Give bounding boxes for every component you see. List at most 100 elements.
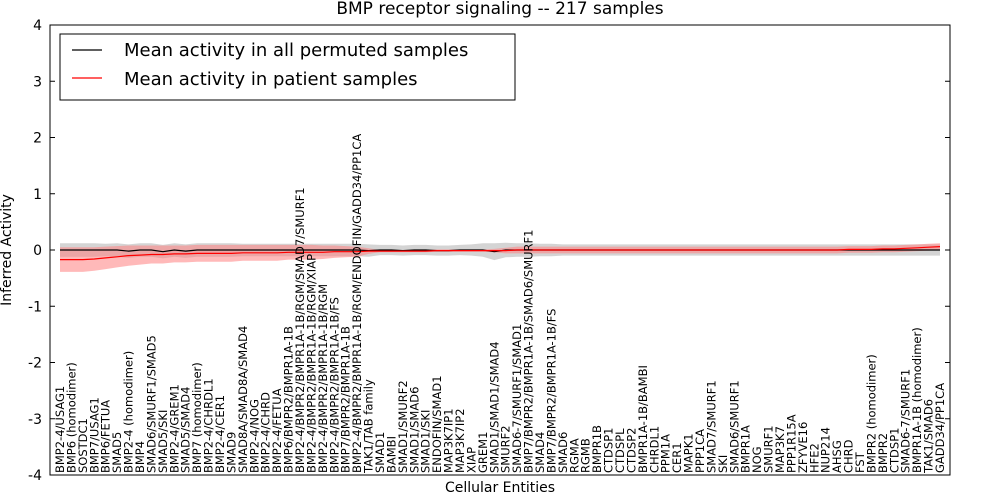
category-label: SMAD7/SMURF1 xyxy=(704,380,718,473)
y-tick-label: 4 xyxy=(33,18,42,34)
y-axis-ticks: -4 -3 -2 -1 0 1 2 3 4 xyxy=(28,18,950,484)
category-label: SMAD1/SKI xyxy=(419,410,433,473)
category-label: SMAD6-7/SMURF1 xyxy=(899,369,913,473)
y-tick-label: -1 xyxy=(28,299,42,315)
category-label: SMAD5 xyxy=(110,432,124,473)
category-label: SMAD1/SMURF2 xyxy=(396,380,410,473)
category-label: BMP2-4/BMPR2/BMPR1A-1B/RGM/SMAD7/SMURF1 xyxy=(293,187,307,473)
category-label: BMP2-4/CER1 xyxy=(213,395,227,473)
legend-label-permuted: Mean activity in all permuted samples xyxy=(124,40,468,61)
category-label: SMAD6 xyxy=(556,432,570,473)
category-label: CTDSP1 xyxy=(887,428,901,473)
category-label: SMAD4 xyxy=(533,432,547,473)
y-tick-label: 3 xyxy=(33,74,42,90)
category-label: BMP7/USAG1 xyxy=(87,397,101,473)
category-label: SOSTDC1 xyxy=(76,418,90,473)
category-label: GREM1 xyxy=(476,432,490,473)
y-tick-label: -2 xyxy=(28,356,42,372)
category-label: SMAD8A/SMAD8A/SMAD4 xyxy=(236,326,250,473)
y-tick-label: 2 xyxy=(33,131,42,147)
category-label: AHSG xyxy=(830,440,844,473)
y-tick-label: 1 xyxy=(33,187,42,203)
category-label: BMP7/BMPR2/BMPR1A-1B xyxy=(339,326,353,473)
category-label: ZFYVE16 xyxy=(796,422,810,473)
category-label: BAMBI xyxy=(384,436,398,473)
category-label: CTDSP2 xyxy=(624,428,638,473)
category-label: RGMA xyxy=(567,438,581,473)
category-label: BMP7/BMPR2/BMPR1A-1B/SMAD6/SMURF1 xyxy=(522,230,536,473)
category-label: NOG xyxy=(750,446,764,473)
legend: Mean activity in all permuted samples Me… xyxy=(59,33,516,101)
category-label: PPP1CA xyxy=(693,429,707,473)
category-label: TAK1/SMAD6 xyxy=(922,399,936,474)
category-label: BMP7 (homodimer) xyxy=(190,362,204,473)
category-label: BMP4 xyxy=(133,441,147,473)
category-label: BMP2-4/BMPR2/BMPR1A-1B/RGM xyxy=(316,284,330,473)
series-lines xyxy=(60,246,941,261)
category-label: BMP2-4/CHRDL1 xyxy=(202,378,216,473)
category-label: XIAP xyxy=(464,447,478,473)
category-label: BMP2-4/USAG1 xyxy=(53,386,67,473)
category-label: SKI xyxy=(716,455,730,473)
category-label: CER1 xyxy=(670,442,684,473)
category-label: MAP3K7IP2 xyxy=(453,408,467,473)
line-patient xyxy=(60,246,941,261)
category-label: BMP2-4/GREM1 xyxy=(167,384,181,473)
y-axis-label: Inferred Activity xyxy=(0,194,15,306)
y-tick-label: 0 xyxy=(33,243,42,259)
category-label: SMAD1/SMAD6 xyxy=(407,387,421,473)
category-label: SMAD1/SMAD1/SMAD4 xyxy=(487,341,501,473)
category-label: PPM1A xyxy=(659,434,673,473)
legend-label-patient: Mean activity in patient samples xyxy=(124,69,418,90)
category-label: SMAD6-7/SMURF1/SMAD1 xyxy=(510,324,524,473)
category-label: MAP3K7IP1 xyxy=(442,408,456,473)
category-label: GADD34/PP1CA xyxy=(933,383,947,473)
category-label: BMP2-4/BMPR2/BMPR1A-1B/RGM/XIAP xyxy=(304,254,318,473)
category-label: NUP214 xyxy=(819,427,833,473)
category-label: BMP6 (homodimer) xyxy=(64,362,78,473)
y-tick-label: -3 xyxy=(28,412,42,428)
category-label: BMPR1A xyxy=(739,425,753,473)
category-label: CTDSP1 xyxy=(602,428,616,473)
category-label: BMPR2 (homodimer) xyxy=(864,354,878,473)
category-label: BMPR1B xyxy=(590,425,604,473)
category-label: CHRD xyxy=(842,439,856,473)
category-label: BMPR1A-1B/BAMBI xyxy=(636,365,650,473)
category-label: PPP1R15A xyxy=(784,414,798,473)
category-label: CHRDL1 xyxy=(647,426,661,473)
category-label: ENDOFIN/SMAD1 xyxy=(430,375,444,473)
category-label: SMURF1 xyxy=(762,425,776,473)
category-label: TAK1/TAB family xyxy=(362,379,376,474)
category-label: SMAD5/SKI xyxy=(156,410,170,473)
category-label: BMP6/BMPR2/BMPR1A-1B xyxy=(282,326,296,473)
confidence-bands xyxy=(60,242,940,272)
category-label: MAPK1 xyxy=(682,433,696,473)
category-label: HFE2 xyxy=(807,443,821,473)
category-label: BMP7/BMPR2/BMPR1A-1B/FS xyxy=(544,309,558,473)
category-label: RGMB xyxy=(579,438,593,473)
x-axis-label: Cellular Entities xyxy=(445,480,555,496)
category-label: SMAD1 xyxy=(373,432,387,473)
legend-frame xyxy=(59,33,516,101)
category-label: BMP2-4/BMPR2/BMPR1A-1B/RGM/ENDOFIN/GADD3… xyxy=(350,134,364,473)
category-label: BMP2-4/BMPR2/BMPR1A-1B/FS xyxy=(327,297,341,473)
chart-title: BMP receptor signaling -- 217 samples xyxy=(336,0,663,19)
category-label: SMAD6/SMURF1/SMAD5 xyxy=(144,335,158,473)
category-label: FST xyxy=(853,451,867,473)
category-label: CTDSPL xyxy=(613,428,627,473)
category-label: SMAD9 xyxy=(224,432,238,473)
category-label: MAP3K7 xyxy=(773,426,787,473)
plot-frame xyxy=(49,24,951,476)
category-label: BMP2-4/NOG xyxy=(247,399,261,473)
category-label: SMAD6/SMURF1 xyxy=(727,380,741,473)
category-label: BMP2-4/FETUA xyxy=(270,388,284,473)
category-label: SMAD5/SMAD4 xyxy=(179,387,193,473)
y-tick-label: -4 xyxy=(28,468,42,484)
category-label: BMP2-4 (homodimer) xyxy=(122,351,136,473)
category-label: BMP6/FETUA xyxy=(99,400,113,473)
category-label: BMPR2 xyxy=(876,433,890,473)
category-label: SMURF2 xyxy=(499,425,513,473)
category-label: BMP2-4/CHRD xyxy=(259,392,273,473)
